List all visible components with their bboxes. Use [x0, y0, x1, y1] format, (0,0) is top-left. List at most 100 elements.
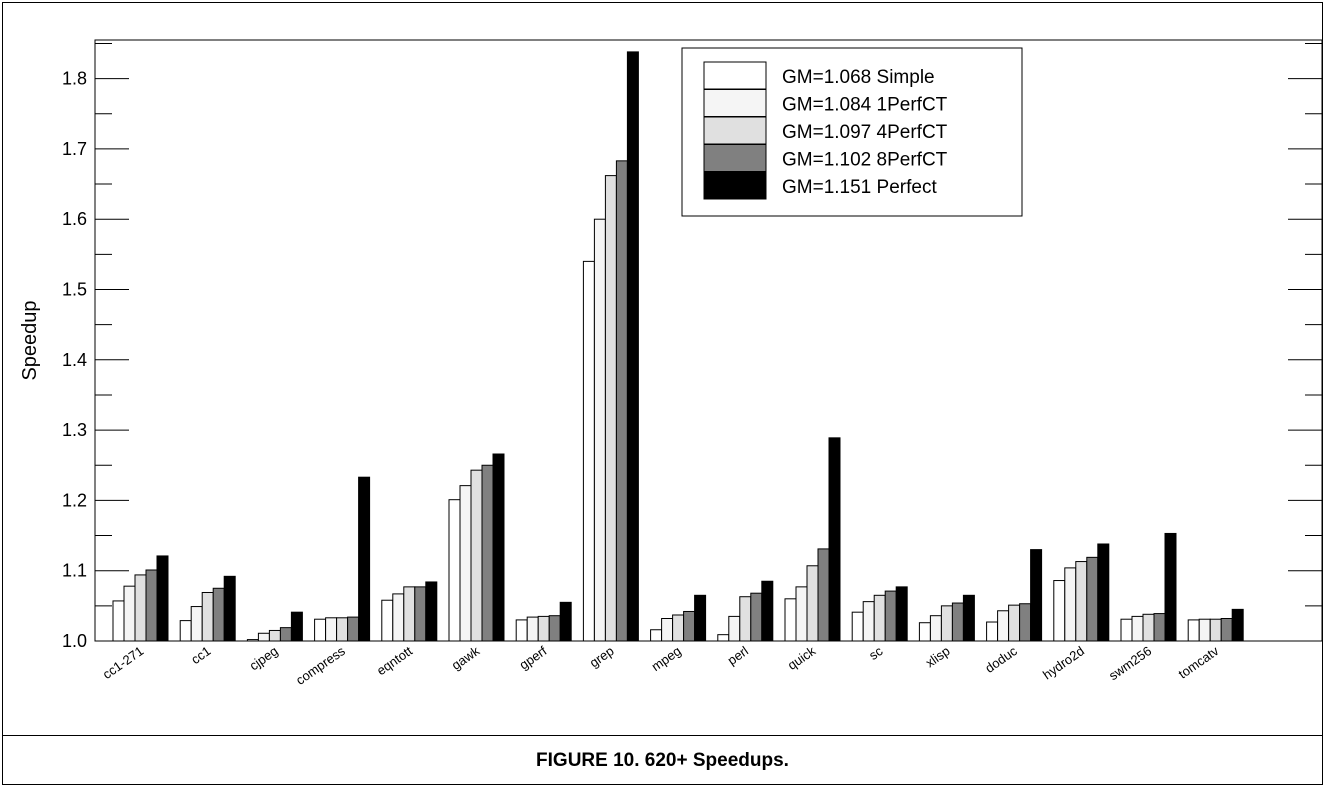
- bar-cc1-4: [223, 575, 236, 642]
- bar-quick-2: [806, 565, 819, 642]
- bar-tomcatv-4: [1231, 608, 1244, 642]
- bar-gperf-2: [537, 615, 550, 642]
- bar-quick-1: [795, 586, 808, 642]
- bar-gawk-3: [481, 464, 494, 642]
- bar-cjpeg-4: [290, 611, 303, 642]
- bar-gawk-0: [448, 499, 461, 642]
- bar-grep-1: [593, 218, 606, 642]
- y-tick-label: 1.1: [62, 561, 87, 581]
- bar-cjpeg-3: [279, 627, 292, 642]
- bar-hydro2d-4: [1097, 543, 1110, 642]
- bar-gperf-4: [559, 601, 572, 642]
- bar-grep-0: [582, 260, 595, 642]
- legend-label-0: GM=1.068 Simple: [782, 67, 935, 88]
- x-category-label: swm256: [1106, 643, 1154, 683]
- y-tick-label: 1.3: [62, 420, 87, 440]
- y-tick-label: 1.2: [62, 490, 87, 510]
- bar-cc1-271-4: [156, 555, 169, 642]
- bar-hydro2d-1: [1064, 567, 1077, 642]
- bar-xlisp-1: [929, 615, 942, 642]
- bar-eqntott-4: [425, 581, 438, 642]
- bar-cc1-271-2: [134, 574, 147, 642]
- x-category-label: compress: [293, 643, 348, 688]
- bar-eqntott-0: [381, 599, 394, 642]
- bar-doduc-0: [986, 621, 999, 642]
- bar-compress-2: [336, 617, 349, 642]
- bar-doduc-1: [997, 610, 1010, 642]
- bar-grep-3: [615, 160, 628, 642]
- bar-gawk-1: [459, 485, 472, 642]
- bar-hydro2d-0: [1053, 580, 1066, 642]
- bar-sc-4: [895, 586, 908, 642]
- y-axis-title: Speedup: [19, 300, 41, 380]
- bar-sc-1: [862, 601, 875, 642]
- bar-mpeg-3: [683, 610, 696, 642]
- bar-doduc-4: [1030, 549, 1043, 642]
- bar-sc-3: [884, 590, 897, 642]
- bar-perl-3: [750, 592, 763, 642]
- bar-grep-4: [626, 51, 639, 642]
- x-category-label: gawk: [449, 643, 483, 673]
- bar-cc1-3: [212, 587, 225, 642]
- caption-divider: [2, 735, 1323, 736]
- bar-compress-4: [358, 476, 371, 642]
- bar-mpeg-0: [650, 629, 663, 642]
- bar-cjpeg-2: [268, 629, 281, 642]
- bar-tomcatv-1: [1198, 618, 1211, 642]
- bar-cjpeg-1: [257, 632, 270, 642]
- bar-perl-4: [761, 580, 774, 642]
- bar-mpeg-1: [661, 618, 674, 642]
- bar-cc1-271-0: [112, 600, 125, 642]
- legend-swatch-1: [703, 89, 767, 117]
- bar-gawk-4: [492, 453, 505, 642]
- bar-swm256-4: [1164, 532, 1177, 642]
- x-category-label: hydro2d: [1040, 643, 1087, 682]
- bar-doduc-2: [1008, 604, 1021, 642]
- x-category-label: cjpeg: [247, 643, 281, 673]
- x-category-label: sc: [866, 643, 886, 663]
- bar-xlisp-0: [918, 622, 931, 642]
- bar-mpeg-4: [694, 594, 707, 642]
- bar-swm256-3: [1153, 613, 1166, 642]
- y-tick-label: 1.7: [62, 139, 87, 159]
- bar-quick-3: [817, 548, 830, 642]
- bar-quick-4: [828, 437, 841, 642]
- bar-doduc-3: [1019, 603, 1032, 642]
- bar-gperf-0: [515, 619, 528, 642]
- bar-xlisp-3: [951, 602, 964, 642]
- bar-cjpeg-0: [246, 639, 259, 642]
- x-category-label: gperf: [517, 643, 550, 673]
- legend-swatch-2: [703, 116, 767, 145]
- bar-swm256-0: [1120, 618, 1133, 642]
- legend-label-3: GM=1.102 8PerfCT: [782, 150, 948, 171]
- bar-eqntott-2: [403, 586, 416, 642]
- bar-cc1-0: [179, 620, 192, 642]
- bar-sc-2: [873, 594, 886, 642]
- legend-label-2: GM=1.097 4PerfCT: [782, 122, 948, 143]
- bar-hydro2d-2: [1075, 561, 1088, 642]
- x-category-label: doduc: [982, 643, 1020, 676]
- bar-compress-0: [314, 618, 327, 642]
- bar-eqntott-1: [392, 593, 405, 642]
- bar-eqntott-3: [414, 586, 427, 642]
- x-category-label: cc1-271: [100, 643, 146, 682]
- bar-hydro2d-3: [1086, 556, 1099, 642]
- bar-gawk-2: [470, 469, 483, 642]
- x-category-label: mpeg: [649, 643, 684, 674]
- bar-mpeg-2: [672, 614, 685, 642]
- bar-cc1-1: [190, 606, 203, 642]
- legend-swatch-0: [703, 61, 767, 90]
- bar-perl-1: [728, 615, 741, 642]
- x-category-label: tomcatv: [1176, 643, 1222, 682]
- y-tick-label: 1.0: [62, 631, 87, 651]
- bar-gperf-1: [526, 616, 539, 642]
- legend-swatch-3: [703, 144, 767, 172]
- bar-swm256-1: [1131, 615, 1144, 642]
- bar-cc1-271-3: [145, 569, 158, 642]
- y-tick-label: 1.8: [62, 69, 87, 89]
- bar-quick-0: [784, 598, 797, 642]
- bar-xlisp-4: [962, 594, 975, 642]
- x-category-label: quick: [785, 643, 819, 673]
- figure-caption: FIGURE 10. 620+ Speedups.: [536, 749, 789, 771]
